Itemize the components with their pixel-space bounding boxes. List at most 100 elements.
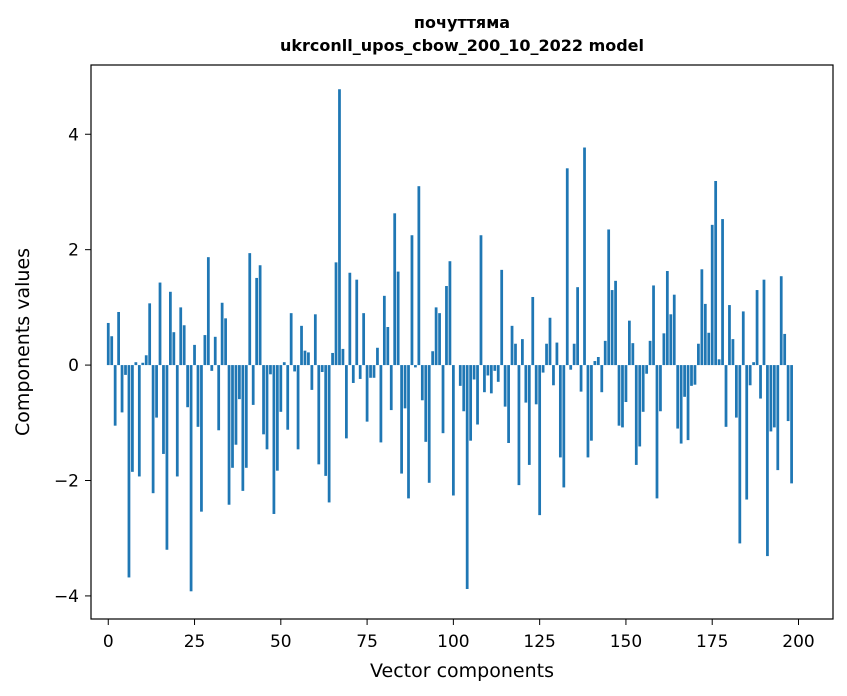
x-tick-label: 100 [437, 632, 469, 652]
chart-title-line1: почуттяма [414, 13, 510, 32]
bar-68 [341, 348, 345, 366]
bar-113 [496, 365, 500, 382]
bar-65 [331, 352, 334, 366]
bar-64 [327, 365, 331, 503]
bar-116 [507, 365, 510, 443]
bar-157 [648, 340, 652, 366]
bar-37 [234, 365, 238, 445]
bar-18 [169, 291, 172, 366]
bar-57 [303, 350, 307, 366]
bar-109 [483, 365, 486, 393]
bar-23 [186, 365, 190, 408]
bar-33 [220, 302, 224, 366]
bar-187 [752, 362, 755, 366]
bar-42 [251, 365, 255, 405]
bar-58 [307, 352, 310, 366]
bar-177 [717, 359, 721, 366]
y-tick-label: 2 [68, 241, 79, 261]
bar-176 [714, 180, 718, 366]
bar-126 [541, 365, 545, 373]
bar-183 [738, 365, 742, 544]
bar-1 [110, 336, 114, 366]
bar-12 [148, 303, 152, 366]
plot-frame [90, 64, 834, 620]
bar-151 [628, 320, 631, 366]
bar-118 [514, 343, 517, 366]
bar-119 [517, 365, 521, 486]
bar-32 [217, 365, 221, 431]
bar-182 [734, 365, 738, 418]
x-tick-label: 50 [270, 632, 292, 652]
bar-117 [510, 325, 514, 366]
bar-134 [569, 365, 573, 370]
bar-89 [414, 365, 417, 368]
bar-185 [745, 365, 749, 500]
x-tick-label: 200 [782, 632, 814, 652]
bar-153 [634, 365, 638, 465]
bar-188 [755, 290, 759, 366]
bar-170 [693, 365, 697, 385]
bar-97 [441, 365, 445, 434]
bar-144 [603, 340, 607, 366]
bar-120 [521, 339, 524, 366]
bar-150 [624, 365, 628, 403]
bar-130 [555, 342, 559, 366]
bar-35 [227, 365, 231, 505]
bar-174 [707, 332, 711, 366]
bar-27 [200, 365, 203, 512]
bar-139 [586, 365, 590, 458]
bar-198 [790, 365, 793, 484]
bar-76 [369, 365, 372, 378]
bar-81 [386, 327, 390, 366]
bar-105 [469, 365, 473, 441]
y-axis-label: Components values [12, 248, 34, 436]
bar-129 [552, 365, 555, 386]
bar-82 [389, 365, 393, 411]
x-tick-label: 25 [184, 632, 206, 652]
bar-60 [313, 314, 317, 366]
x-tick-label: 0 [103, 632, 114, 652]
bar-190 [762, 279, 766, 366]
bar-143 [600, 365, 604, 393]
bar-39 [241, 365, 245, 491]
bar-49 [275, 365, 279, 471]
bar-28 [203, 335, 207, 366]
bar-147 [614, 280, 617, 366]
bar-180 [728, 305, 731, 366]
bar-189 [759, 365, 762, 399]
bar-67 [338, 89, 341, 366]
bar-169 [690, 365, 693, 386]
bar-163 [669, 314, 673, 366]
bar-2 [113, 365, 117, 426]
bar-160 [659, 365, 662, 412]
bar-159 [655, 365, 659, 499]
x-axis-ticks: 0 25 50 75 100 125 150 175 200 [103, 619, 815, 652]
bar-102 [458, 365, 462, 386]
bar-21 [179, 307, 183, 366]
bar-99 [448, 261, 452, 366]
bar-166 [679, 365, 683, 444]
bar-34 [224, 318, 227, 366]
bar-85 [400, 365, 403, 474]
bar-22 [182, 325, 186, 366]
x-axis-label: Vector components [370, 660, 554, 682]
bar-110 [486, 365, 490, 376]
bar-71 [351, 365, 355, 383]
bar-96 [438, 313, 441, 366]
bar-184 [741, 311, 745, 366]
bar-154 [638, 365, 642, 447]
bar-145 [607, 229, 611, 366]
bar-94 [431, 351, 435, 366]
bar-135 [572, 343, 576, 366]
bar-91 [420, 365, 424, 401]
bar-75 [365, 365, 369, 422]
bar-11 [144, 355, 148, 366]
bar-162 [665, 271, 669, 366]
bar-92 [424, 365, 428, 442]
y-tick-label: −4 [54, 587, 79, 607]
bar-56 [300, 325, 303, 366]
bar-70 [348, 272, 352, 366]
bar-155 [641, 365, 645, 412]
bar-54 [293, 365, 296, 372]
